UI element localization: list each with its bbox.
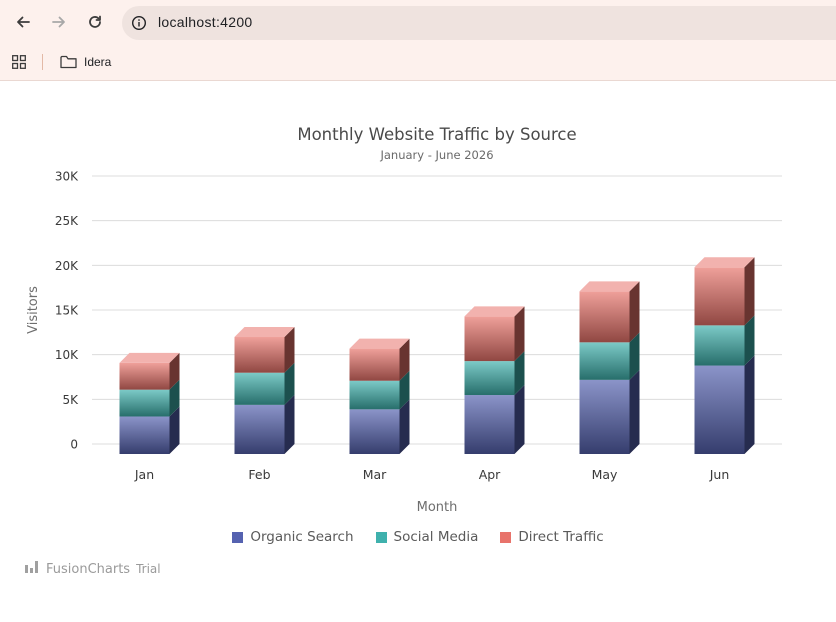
bar-direct-traffic-front (464, 316, 515, 362)
browser-toolbar: localhost:4200 (0, 0, 836, 44)
site-info-icon[interactable] (131, 15, 147, 36)
bar-stack-may (579, 281, 640, 454)
forward-arrow-icon[interactable] (47, 10, 71, 34)
address-bar[interactable]: localhost:4200 (122, 6, 836, 40)
bar-social-media-side (399, 370, 410, 410)
bar-social-media-front (694, 325, 745, 366)
legend-item-social-media[interactable]: Social Media (375, 527, 479, 547)
y-tick-label: 15K (55, 304, 79, 318)
legend-item-direct-traffic[interactable]: Direct Traffic (500, 527, 604, 547)
bar-social-media-side (284, 362, 295, 405)
bar-direct-traffic-side (399, 338, 410, 381)
x-axis-label: Month (417, 500, 458, 515)
bookmark-separator (42, 54, 43, 70)
reload-icon[interactable] (83, 10, 107, 34)
bar-social-media-side (629, 332, 640, 380)
bar-social-media-front (579, 342, 630, 380)
x-tick-label: Mar (363, 467, 387, 482)
x-tick-label: May (592, 467, 618, 482)
bar-direct-traffic-side (284, 326, 295, 373)
y-tick-label: 25K (55, 214, 79, 228)
x-tick-label: Apr (479, 467, 501, 482)
bar-organic-search-front (694, 365, 745, 454)
bar-direct-traffic-front (694, 267, 745, 326)
watermark-trial: Trial (136, 562, 161, 576)
bar-organic-search-side (169, 406, 180, 454)
bar-organic-search-side (399, 399, 410, 454)
bar-social-media-front (234, 372, 285, 405)
bar-direct-traffic-front (579, 291, 630, 343)
bar-direct-traffic-side (514, 306, 525, 362)
bar-organic-search-side (744, 355, 755, 454)
bar-top (234, 326, 295, 337)
bar-stack-feb (234, 326, 295, 454)
legend-swatch (375, 531, 387, 543)
bar-top (694, 257, 755, 268)
bar-top (464, 306, 525, 317)
apps-grid-icon[interactable] (12, 55, 26, 74)
folder-icon[interactable] (60, 55, 77, 74)
grid-lines (92, 175, 782, 445)
y-axis-ticks: 0 5K 10K 15K 20K 25K 30K (55, 170, 79, 452)
legend-label: Organic Search (250, 529, 354, 545)
y-axis-label: Visitors (26, 286, 41, 334)
y-tick-label: 5K (62, 393, 79, 407)
x-tick-label: Jun (709, 467, 730, 482)
bar-direct-traffic-front (234, 336, 285, 373)
bar-direct-traffic-front (119, 362, 170, 390)
bar-organic-search-front (119, 416, 170, 454)
bar-organic-search-front (234, 404, 285, 454)
chart-subtitle: January - June 2026 (379, 148, 493, 162)
bar-social-media-front (464, 361, 515, 396)
legend-swatch (500, 531, 512, 543)
y-tick-label: 10K (55, 348, 79, 362)
bar-top (119, 352, 180, 363)
fusioncharts-logo-icon (24, 560, 40, 578)
legend-label: Social Media (393, 529, 479, 545)
bar-stack-apr (464, 306, 525, 454)
bar-social-media-front (119, 389, 170, 417)
bar-top (579, 281, 640, 292)
bar-direct-traffic-side (744, 257, 755, 326)
y-tick-label: 20K (55, 259, 79, 273)
bar-direct-traffic-side (169, 352, 180, 390)
url-text[interactable]: localhost:4200 (158, 14, 253, 30)
bar-social-media-side (169, 379, 180, 417)
x-tick-label: Jan (134, 467, 154, 482)
legend-item-organic-search[interactable]: Organic Search (232, 527, 354, 547)
x-axis-ticks: Jan Feb Mar Apr May Jun (134, 467, 729, 482)
bar-stack-jun (694, 257, 755, 454)
chart-title: Monthly Website Traffic by Source (297, 125, 576, 144)
bookmarks-bar: Idera (0, 44, 836, 81)
y-tick-label: 30K (55, 170, 79, 184)
bar-social-media-side (744, 315, 755, 366)
bar-organic-search-side (629, 369, 640, 454)
bar-stacks (119, 257, 755, 454)
legend-swatch (232, 531, 244, 543)
stacked-column-chart: Monthly Website Traffic by Source Januar… (26, 125, 782, 515)
watermark-brand: FusionCharts (46, 561, 131, 577)
bar-organic-search-side (284, 394, 295, 454)
fusioncharts-watermark[interactable]: FusionCharts Trial (24, 560, 161, 578)
bar-organic-search-front (464, 395, 515, 454)
back-arrow-icon[interactable] (11, 10, 35, 34)
legend-label: Direct Traffic (518, 529, 604, 545)
bar-direct-traffic-front (349, 348, 400, 381)
bar-social-media-side (514, 351, 525, 396)
bar-organic-search-front (349, 409, 400, 454)
bar-organic-search-front (579, 379, 630, 454)
bar-direct-traffic-side (629, 281, 640, 343)
bar-organic-search-side (514, 385, 525, 454)
x-tick-label: Feb (248, 467, 270, 482)
bar-stack-mar (349, 338, 410, 454)
bookmark-folder-idera[interactable]: Idera (84, 55, 112, 69)
bar-stack-jan (119, 352, 180, 454)
bar-top (349, 338, 410, 349)
bar-social-media-front (349, 380, 400, 410)
chart-legend: Organic Search Social Media Direct Traff… (0, 527, 836, 547)
y-tick-label: 0 (70, 438, 78, 452)
